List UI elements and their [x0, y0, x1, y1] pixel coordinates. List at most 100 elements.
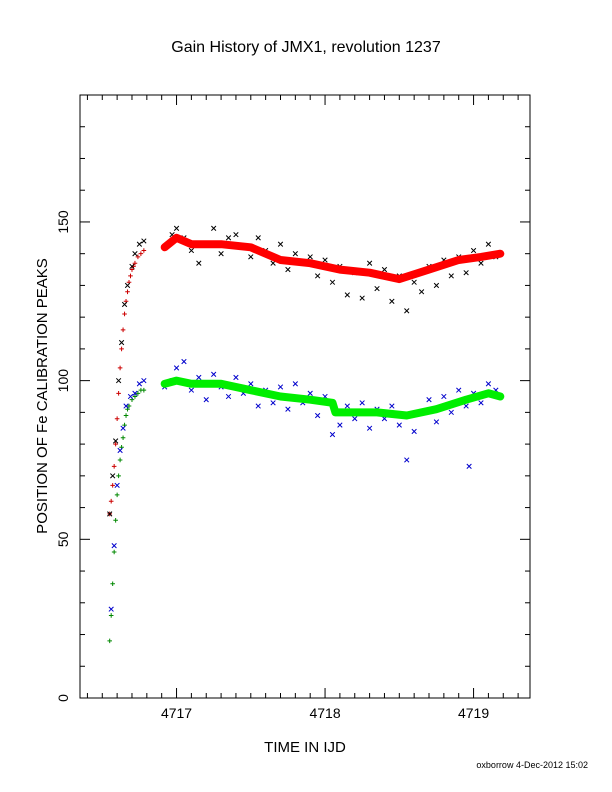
data-point	[125, 289, 130, 295]
data-point	[285, 266, 291, 273]
y-tick-label: 100	[55, 369, 71, 393]
data-point	[116, 391, 121, 396]
data-point	[463, 270, 469, 276]
data-point	[411, 279, 417, 285]
data-point	[138, 251, 144, 256]
data-point	[433, 282, 440, 289]
data-point	[396, 422, 402, 428]
data-point	[126, 403, 132, 409]
data-point	[132, 390, 138, 396]
data-point	[136, 241, 143, 247]
data-point	[121, 301, 128, 308]
x-axis-label: TIME IN IJD	[264, 739, 346, 756]
axis-ticks	[80, 94, 530, 699]
data-point	[352, 416, 358, 422]
data-point	[329, 279, 336, 285]
data-point	[173, 225, 180, 231]
data-point	[277, 241, 284, 247]
data-point	[132, 251, 138, 257]
y-axis-label: POSITION OF Fe CALIBRATION PEAKS	[34, 258, 51, 534]
x-tick-label: 4717	[161, 705, 192, 721]
data-point	[448, 273, 454, 279]
data-point	[456, 387, 462, 393]
data-point	[119, 346, 124, 352]
data-point	[107, 638, 113, 644]
data-point	[117, 365, 123, 371]
data-point	[426, 397, 432, 403]
data-point	[359, 295, 365, 301]
data-marks	[107, 225, 505, 644]
data-point	[314, 412, 321, 419]
data-point	[211, 225, 217, 231]
data-point	[374, 285, 380, 292]
data-point	[314, 273, 321, 279]
data-point	[337, 422, 343, 428]
data-point	[359, 400, 365, 406]
data-point	[329, 431, 336, 438]
data-point	[248, 254, 254, 260]
data-point	[108, 498, 114, 504]
data-point	[135, 391, 141, 396]
data-point	[117, 457, 123, 463]
data-point	[344, 292, 350, 298]
data-point	[270, 400, 276, 406]
data-point	[114, 492, 120, 498]
data-point	[389, 298, 395, 304]
data-point	[292, 381, 299, 387]
data-point	[129, 263, 135, 270]
data-point	[120, 435, 126, 441]
data-point	[114, 482, 120, 489]
data-point	[111, 464, 117, 469]
data-point	[120, 327, 126, 333]
data-point	[478, 400, 484, 406]
data-point	[389, 403, 395, 409]
trend-line	[160, 376, 505, 420]
trend-line	[160, 233, 505, 284]
data-point	[117, 447, 123, 454]
data-point	[129, 267, 135, 272]
data-point	[141, 377, 147, 384]
data-point	[485, 241, 492, 247]
data-point	[141, 387, 147, 393]
data-point	[128, 273, 133, 279]
data-point	[196, 260, 202, 266]
data-point	[135, 254, 141, 260]
axis-tick-labels: 0 50 100 150 4717 4718 4719	[55, 210, 489, 721]
data-point	[108, 606, 114, 612]
data-point	[132, 260, 138, 266]
data-point	[188, 387, 195, 393]
data-point	[322, 257, 328, 263]
data-point	[116, 473, 121, 479]
data-point	[113, 517, 118, 523]
data-point	[188, 247, 195, 254]
data-point	[218, 251, 224, 257]
data-point	[122, 311, 127, 317]
data-point	[448, 409, 454, 416]
data-point	[225, 393, 232, 400]
data-point	[181, 358, 187, 365]
data-point	[418, 289, 425, 295]
data-point	[107, 511, 113, 517]
y-tick-label: 0	[55, 694, 71, 702]
data-point	[285, 406, 291, 412]
data-point	[463, 403, 469, 409]
data-point	[124, 282, 131, 289]
data-point	[127, 393, 134, 400]
data-point	[111, 549, 117, 555]
data-point	[136, 381, 143, 387]
data-point	[141, 248, 147, 253]
data-point	[255, 235, 261, 241]
data-point	[120, 425, 126, 431]
data-point	[381, 266, 388, 273]
x-tick-label: 4718	[309, 705, 340, 721]
data-point	[203, 397, 209, 403]
data-point	[470, 247, 477, 254]
data-point	[211, 371, 217, 377]
data-point	[118, 339, 125, 346]
data-point	[141, 238, 147, 244]
data-point	[366, 425, 373, 431]
data-point	[123, 403, 129, 409]
y-tick-label: 150	[55, 210, 71, 234]
data-point	[114, 416, 120, 422]
